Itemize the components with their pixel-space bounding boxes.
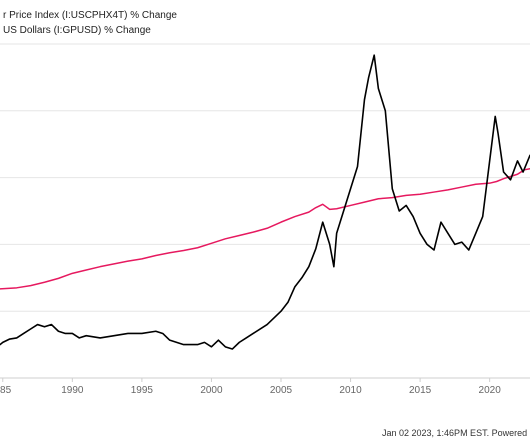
series-line-gold [0, 54, 530, 350]
x-tick-label: 2010 [339, 385, 362, 396]
x-tick-label: 2000 [200, 385, 223, 396]
x-tick-label: 2005 [270, 385, 293, 396]
chart-footer: Jan 02 2023, 1:46PM EST. Powered [382, 428, 528, 438]
x-tick-label: 985 [0, 385, 12, 396]
x-tick-label: 1990 [61, 385, 84, 396]
legend-item-gold[interactable]: US Dollars (I:GPUSD) % Change [0, 24, 530, 40]
x-tick-label: 2015 [409, 385, 432, 396]
series-line-cpi [0, 167, 530, 290]
legend-label-cpi: r Price Index (I:USCPHX4T) % Change [3, 10, 177, 21]
x-tick-label: 2020 [479, 385, 502, 396]
legend-label-gold: US Dollars (I:GPUSD) % Change [3, 25, 151, 36]
x-tick-label: 1995 [131, 385, 154, 396]
legend-item-cpi[interactable]: r Price Index (I:USCPHX4T) % Change [0, 9, 530, 25]
